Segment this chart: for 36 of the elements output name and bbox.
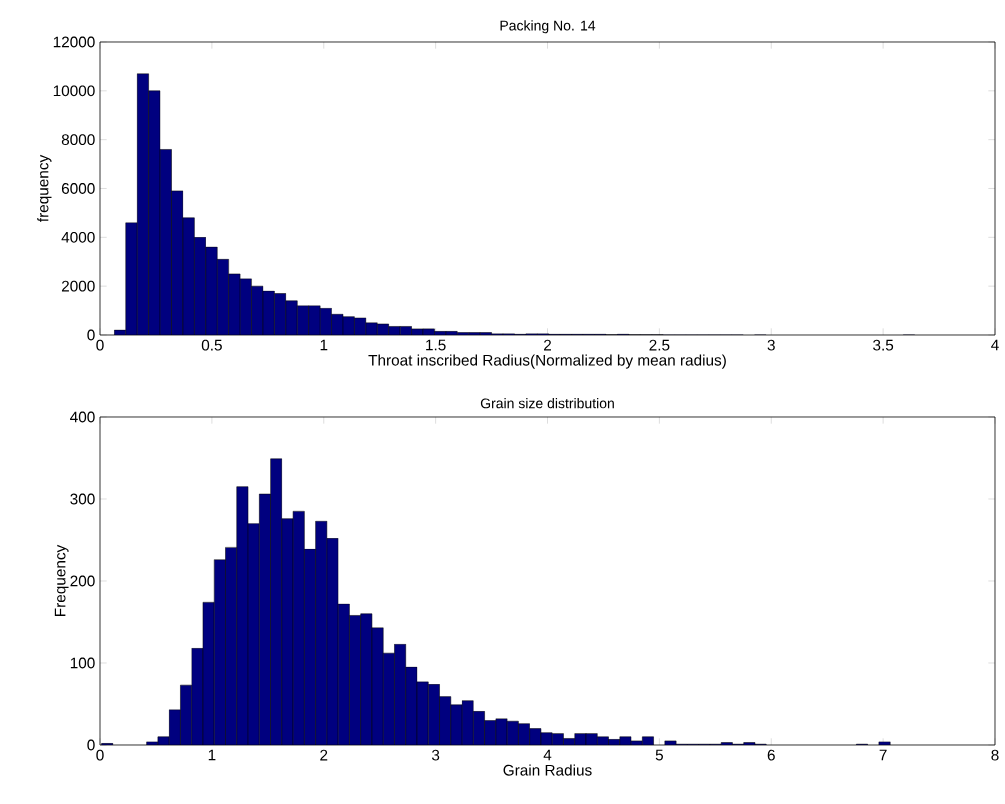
x-tick-label: 1.5 [426, 339, 446, 351]
x-tick-label: 2 [544, 339, 551, 351]
x-tick-label: 1 [320, 339, 328, 351]
x-tick-label: 4 [991, 339, 999, 351]
y-tick-label: 100 [70, 657, 95, 669]
y-tick-label: 0 [87, 739, 95, 751]
y-tick-label: 0 [87, 329, 95, 341]
x-tick-label: 0 [96, 339, 104, 351]
x-tick-label: 7 [879, 749, 887, 761]
y-axis-title: Frequency [54, 544, 69, 616]
chart-title: Grain size distribution [480, 398, 614, 409]
y-tick-label: 2000 [61, 280, 95, 292]
x-tick-label: 8 [991, 749, 999, 761]
x-tick-label: 6 [767, 749, 775, 761]
y-tick-label: 4000 [61, 231, 95, 243]
x-tick-label: 3 [767, 339, 775, 351]
x-tick-label: 0.5 [201, 339, 222, 351]
x-tick-label: 4 [543, 749, 552, 761]
y-tick-label: 10000 [53, 85, 95, 97]
y-tick-label: 200 [70, 575, 95, 587]
x-tick-label: 5 [655, 749, 663, 761]
y-tick-label: 12000 [53, 36, 95, 48]
y-tick-label: 300 [70, 493, 95, 505]
x-tick-label: 0 [96, 749, 104, 761]
y-tick-label: 6000 [61, 183, 95, 194]
x-tick-label: 3.5 [873, 339, 894, 351]
y-tick-label: 400 [70, 411, 95, 423]
x-axis-title: Throat inscribed Radius(Normalized by mean radius) [368, 354, 726, 369]
x-axis-title: Grain Radius [503, 764, 592, 776]
x-tick-label: 2.5 [649, 339, 670, 351]
x-tick-label: 2 [320, 749, 328, 761]
chart-title: Packing No. 14 [500, 20, 596, 34]
x-tick-label: 1 [208, 749, 216, 761]
x-tick-label: 3 [431, 749, 440, 761]
y-tick-label: 8000 [61, 134, 95, 146]
y-axis-title: frequency [37, 154, 52, 222]
